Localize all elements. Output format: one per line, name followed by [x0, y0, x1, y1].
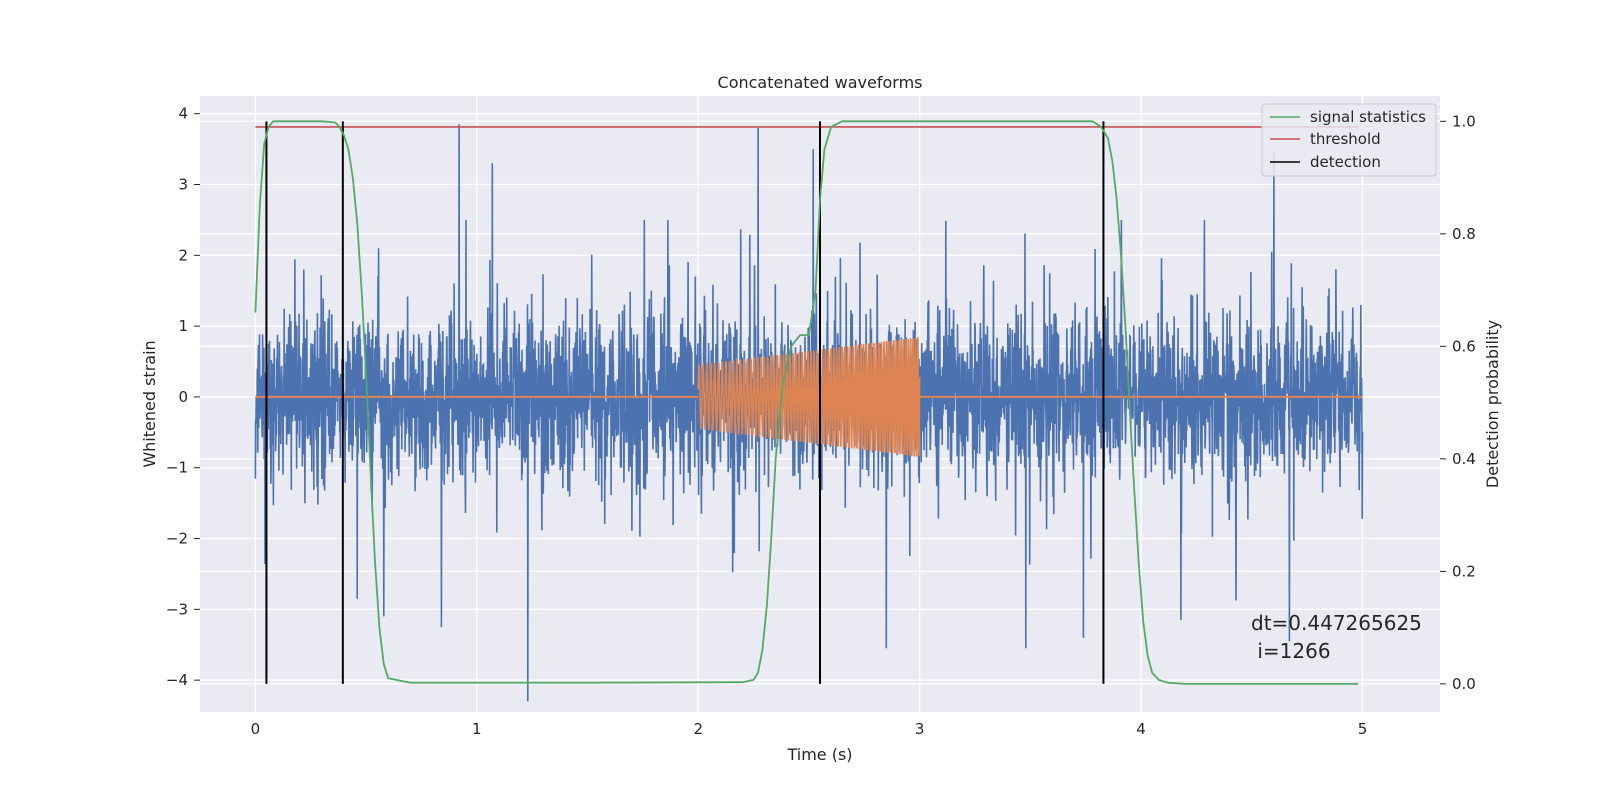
y-axis-label: Whitened strain: [140, 340, 159, 467]
legend-label-threshold: threshold: [1310, 130, 1381, 148]
y-tick-label: 3: [178, 176, 188, 194]
y2-tick-label: 0.0: [1452, 675, 1476, 693]
y2-tick-label: 1.0: [1452, 112, 1476, 130]
y-tick-label: −3: [166, 600, 188, 618]
y-tick-label: −4: [166, 671, 188, 689]
x-tick-label: 1: [472, 720, 482, 738]
chart-title: Concatenated waveforms: [718, 73, 923, 92]
legend-label-signal-statistics: signal statistics: [1310, 108, 1426, 126]
y-tick-label: −1: [166, 459, 188, 477]
y-tick-label: 0: [178, 388, 188, 406]
signal-statistics-line: [254, 120, 1359, 685]
y-tick-label: 1: [178, 317, 188, 335]
x-tick-label: 5: [1358, 720, 1368, 738]
y-tick-label: −2: [166, 530, 188, 548]
y2-tick-label: 0.4: [1452, 450, 1476, 468]
x-tick-label: 2: [693, 720, 703, 738]
y2-tick-label: 0.6: [1452, 337, 1476, 355]
y-tick-label: 4: [178, 105, 188, 123]
injected-series: [255, 337, 1363, 457]
legend: signal statistics threshold detection: [1261, 103, 1437, 177]
annotation-i: i=1266: [1251, 639, 1331, 663]
detection-overlay: [254, 120, 1359, 685]
annotation-dt: dt=0.447265625: [1251, 611, 1422, 635]
y2-axis-label: Detection probability: [1483, 320, 1502, 488]
legend-label-detection: detection: [1310, 153, 1381, 171]
x-axis-ticks: 0 1 2 3 4 5: [251, 720, 1368, 738]
y2-tick-label: 0.2: [1452, 562, 1476, 580]
x-axis-label: Time (s): [786, 745, 852, 764]
legend-box: [1261, 103, 1437, 177]
x-tick-label: 0: [251, 720, 261, 738]
y2-axis-ticks: 0.0 0.2 0.4 0.6 0.8 1.0: [1440, 112, 1476, 693]
y-axis-ticks: −4 −3 −2 −1 0 1 2 3 4: [166, 105, 200, 689]
x-tick-label: 3: [915, 720, 925, 738]
y2-tick-label: 0.8: [1452, 225, 1476, 243]
injected-chirp: [697, 337, 921, 457]
x-tick-label: 4: [1136, 720, 1146, 738]
y-tick-label: 2: [178, 246, 188, 264]
